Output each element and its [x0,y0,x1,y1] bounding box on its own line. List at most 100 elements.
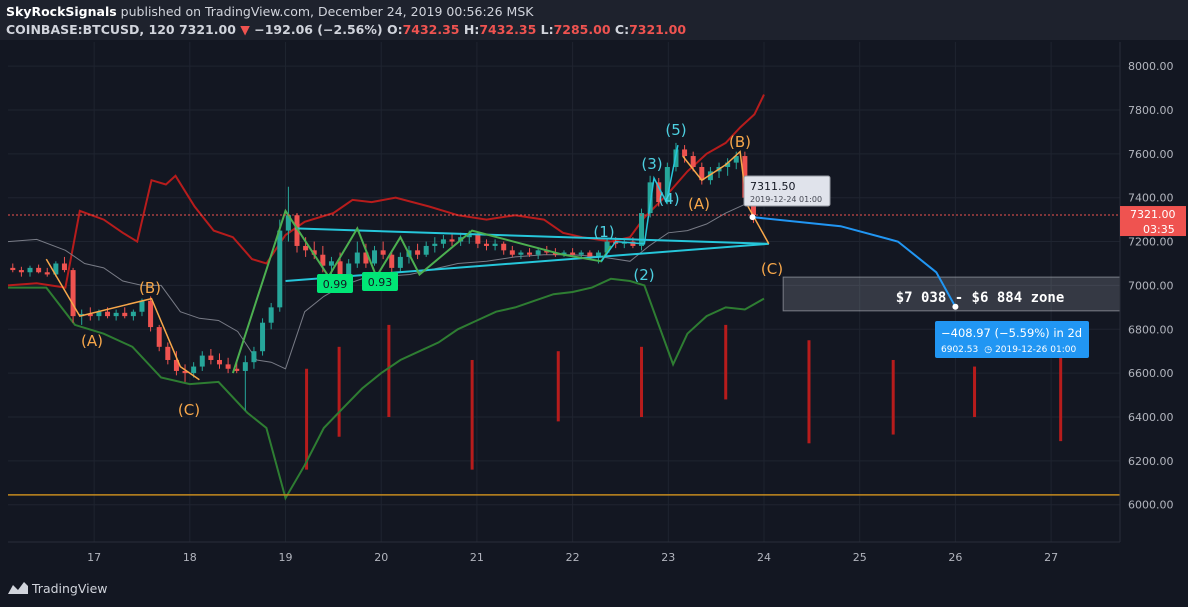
projection-curve[interactable] [752,216,957,308]
candle-body [595,252,601,257]
candle-body [27,267,33,273]
candle-body [234,368,240,371]
projection-start-point[interactable] [749,214,756,221]
candle-body [415,250,421,255]
low-label: L: [540,22,554,37]
wave-labels: (A) (B) (C) (1) (2) (3) (4) (5) (A) (B) … [81,121,783,419]
volume-bar [556,351,560,422]
measure-tooltip: 7311.50 2019-12-24 01:00 [743,175,831,207]
candle-body [242,362,248,371]
price-tick-label: 7800.00 [1128,104,1174,117]
symbol-label[interactable]: COINBASE:BTCUSD, 120 [6,22,175,37]
author-name[interactable]: SkyRockSignals [6,4,117,19]
candle-body [492,243,498,246]
candle-body [346,263,352,275]
zone-label: $7 038 - $6 884 zone [896,290,1065,306]
candle-body [208,355,214,360]
candle-body [518,252,524,255]
candle-body [501,243,507,251]
target-date: 2019-12-26 01:00 [995,345,1076,355]
wave-impulse-3: (3) [641,155,662,173]
drawing-lines [45,144,770,381]
wave-impulse-1: (1) [593,223,614,241]
candle-body [311,250,317,255]
tradingview-logo-text: TradingView [32,581,108,596]
volume-bar [470,359,474,470]
wave-corr-b: (B) [729,133,751,151]
wave-impulse-2: (2) [633,266,654,284]
price-chart[interactable]: $7 038 - $6 884 zone 0.99 0.93 (A) (B) (… [0,0,1188,569]
close-label: C: [614,22,630,37]
candle-body [656,182,662,203]
candle-body [647,182,653,214]
label-093: 0.93 [362,272,398,291]
candle-body [423,245,429,255]
candle-body [440,239,446,244]
time-tick-label: 20 [374,551,388,564]
candle-body [277,230,283,308]
wave-corr-a: (A) [688,195,710,213]
candle-body [87,313,93,317]
change-arrow-icon: ▼ [240,22,250,37]
candle-body [639,213,645,246]
volume-bar [305,368,309,470]
candle-body [363,252,369,264]
candle-body [630,241,636,246]
candle-body [733,156,739,163]
candle-body [130,311,136,317]
candle-body [561,252,567,255]
price-tick-label: 6800.00 [1128,323,1174,336]
candle-body [397,256,403,268]
candle-body [690,156,696,167]
volume-bar [640,346,644,417]
candle-body [466,234,472,238]
candle-body [509,250,515,255]
candle-body [449,239,455,242]
time-tick-label: 26 [948,551,962,564]
projection-end-point[interactable] [952,303,959,310]
time-tick-label: 18 [183,551,197,564]
time-axis: 17 18 19 20 21 22 23 24 25 26 27 [87,551,1058,564]
candle-body [380,250,386,255]
candle-body [389,254,395,268]
volume-bar [337,346,341,437]
candle-body [251,351,257,363]
price-tick-label: 7200.00 [1128,236,1174,249]
measure-date: 2019-12-24 01:00 [750,195,822,204]
candle-body [328,261,334,266]
lower-band-line [8,277,765,501]
high-value: 7432.35 [479,22,537,37]
wave-left-a: (A) [81,332,103,350]
candle-body [182,370,188,374]
volume-bars [305,324,1063,470]
target-price: 6902.53 [941,345,978,355]
candle-body [191,366,197,374]
candle-body [10,267,16,271]
left-abc-line [45,258,200,381]
volume-bar [724,324,728,400]
wave-green-line [231,208,612,374]
target-price-date: 6902.53 ◷ 2019-12-26 01:00 [941,345,1076,355]
price-tick-label: 6400.00 [1128,411,1174,424]
open-value: 7432.35 [402,22,460,37]
candle-body [535,250,541,255]
publish-line: SkyRockSignals published on TradingView.… [6,4,533,19]
candle-body [587,252,593,257]
candle-body [432,243,438,246]
clock-icon: ◷ [984,345,992,355]
wave-impulse-5: (5) [665,121,686,139]
candle-body [354,252,360,264]
volume-bar [891,359,895,435]
candle-body [483,243,489,246]
candle-body [36,267,42,273]
volume-bar [387,324,391,417]
time-tick-label: 22 [566,551,580,564]
candle-body [70,270,76,317]
tradingview-logo[interactable]: TradingView [8,581,108,596]
candle-body [527,252,533,255]
candle-body [260,322,266,352]
chart-grid [8,42,1120,542]
candle-body [216,359,222,365]
candle-body [707,171,713,181]
price-axis: 8000.00 7800.00 7600.00 7400.00 7200.00 7000.… [1128,60,1174,512]
